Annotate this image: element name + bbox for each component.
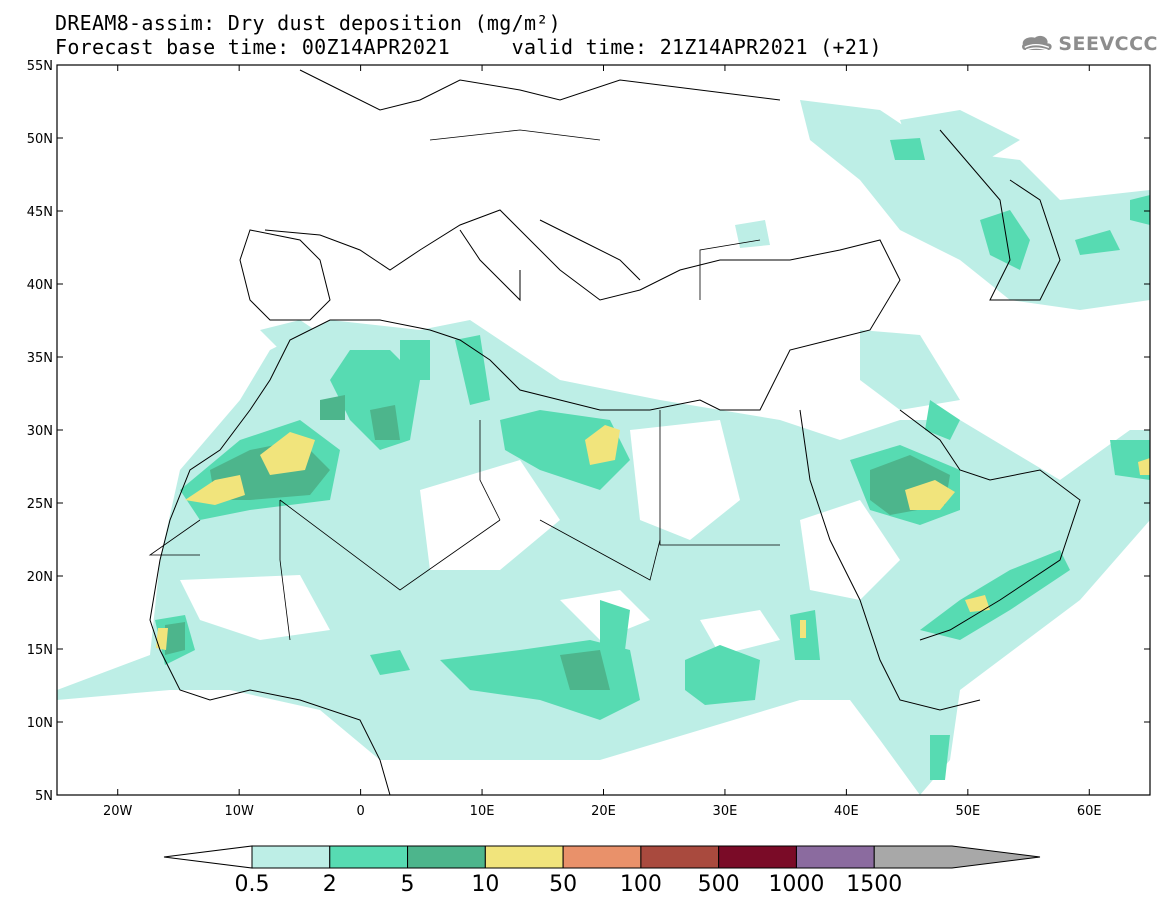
colorbar-swatch (562, 845, 642, 869)
lat-tick-label: 45N (27, 205, 53, 220)
colorbar-label: 5 (401, 872, 415, 897)
lat-tick-label: 15N (27, 643, 53, 658)
colorbar-swatch (718, 845, 797, 869)
lat-tick-label: 50N (27, 132, 53, 147)
colorbar: 0.5 2 5 10 50 100 500 1000 1500 (163, 845, 1041, 897)
colorbar-swatch (795, 845, 875, 869)
forecast-time-subtitle: Forecast base time: 00Z14APR2021 valid t… (55, 35, 882, 59)
logo-text: SEEVCCC (1058, 33, 1158, 55)
colorbar-label: 100 (620, 872, 662, 897)
deposition-0.5-2 (57, 100, 1150, 795)
lon-tick-label: 20W (103, 804, 133, 819)
deposition-none (180, 420, 900, 655)
lon-tick-label: 20E (591, 804, 616, 819)
coastlines (149, 69, 1081, 795)
lat-tick-label: 30N (27, 424, 53, 439)
colorbar-swatch (484, 845, 564, 869)
lon-tick-label: 40E (834, 804, 859, 819)
lon-tick-label: 0 (356, 804, 364, 819)
latitude-axis: 55N 50N 45N 40N 35N 30N 25N 20N 15N 10N 5N (27, 59, 1150, 804)
lat-tick-label: 25N (27, 497, 53, 512)
colorbar-swatch (407, 845, 486, 869)
lon-tick-label: 50E (955, 804, 980, 819)
lon-tick-label: 30E (713, 804, 738, 819)
deposition-10-50 (156, 425, 1150, 650)
colorbar-swatch (251, 845, 331, 869)
colorbar-label: 10 (471, 872, 499, 897)
colorbar-swatch (640, 845, 720, 869)
borders (148, 129, 780, 641)
lat-tick-label: 10N (27, 716, 53, 731)
colorbar-label: 1500 (846, 872, 902, 897)
longitude-axis: 20W 10W 0 10E 20E 30E 40E 50E 60E (103, 65, 1102, 819)
seevccc-logo: SEEVCCC (1018, 28, 1158, 60)
lat-tick-label: 40N (27, 278, 53, 293)
colorbar-label: 500 (698, 872, 740, 897)
lat-tick-label: 35N (27, 351, 53, 366)
colorbar-label: 0.5 (235, 872, 270, 897)
map-title: DREAM8-assim: Dry dust deposition (mg/m²… (55, 11, 561, 35)
lat-tick-label: 5N (35, 789, 53, 804)
dust-fields (57, 69, 1150, 795)
cloud-logo-icon (1022, 35, 1052, 51)
lon-tick-label: 60E (1077, 804, 1102, 819)
colorbar-label: 2 (323, 872, 337, 897)
lon-tick-label: 10W (224, 804, 254, 819)
colorbar-under-arrow (163, 845, 253, 869)
lon-tick-label: 10E (470, 804, 495, 819)
colorbar-label: 50 (549, 872, 577, 897)
colorbar-swatch (873, 845, 1041, 869)
colorbar-label: 1000 (768, 872, 824, 897)
colorbar-swatch (329, 845, 409, 869)
lat-tick-label: 55N (27, 59, 53, 74)
lat-tick-label: 20N (27, 570, 53, 585)
